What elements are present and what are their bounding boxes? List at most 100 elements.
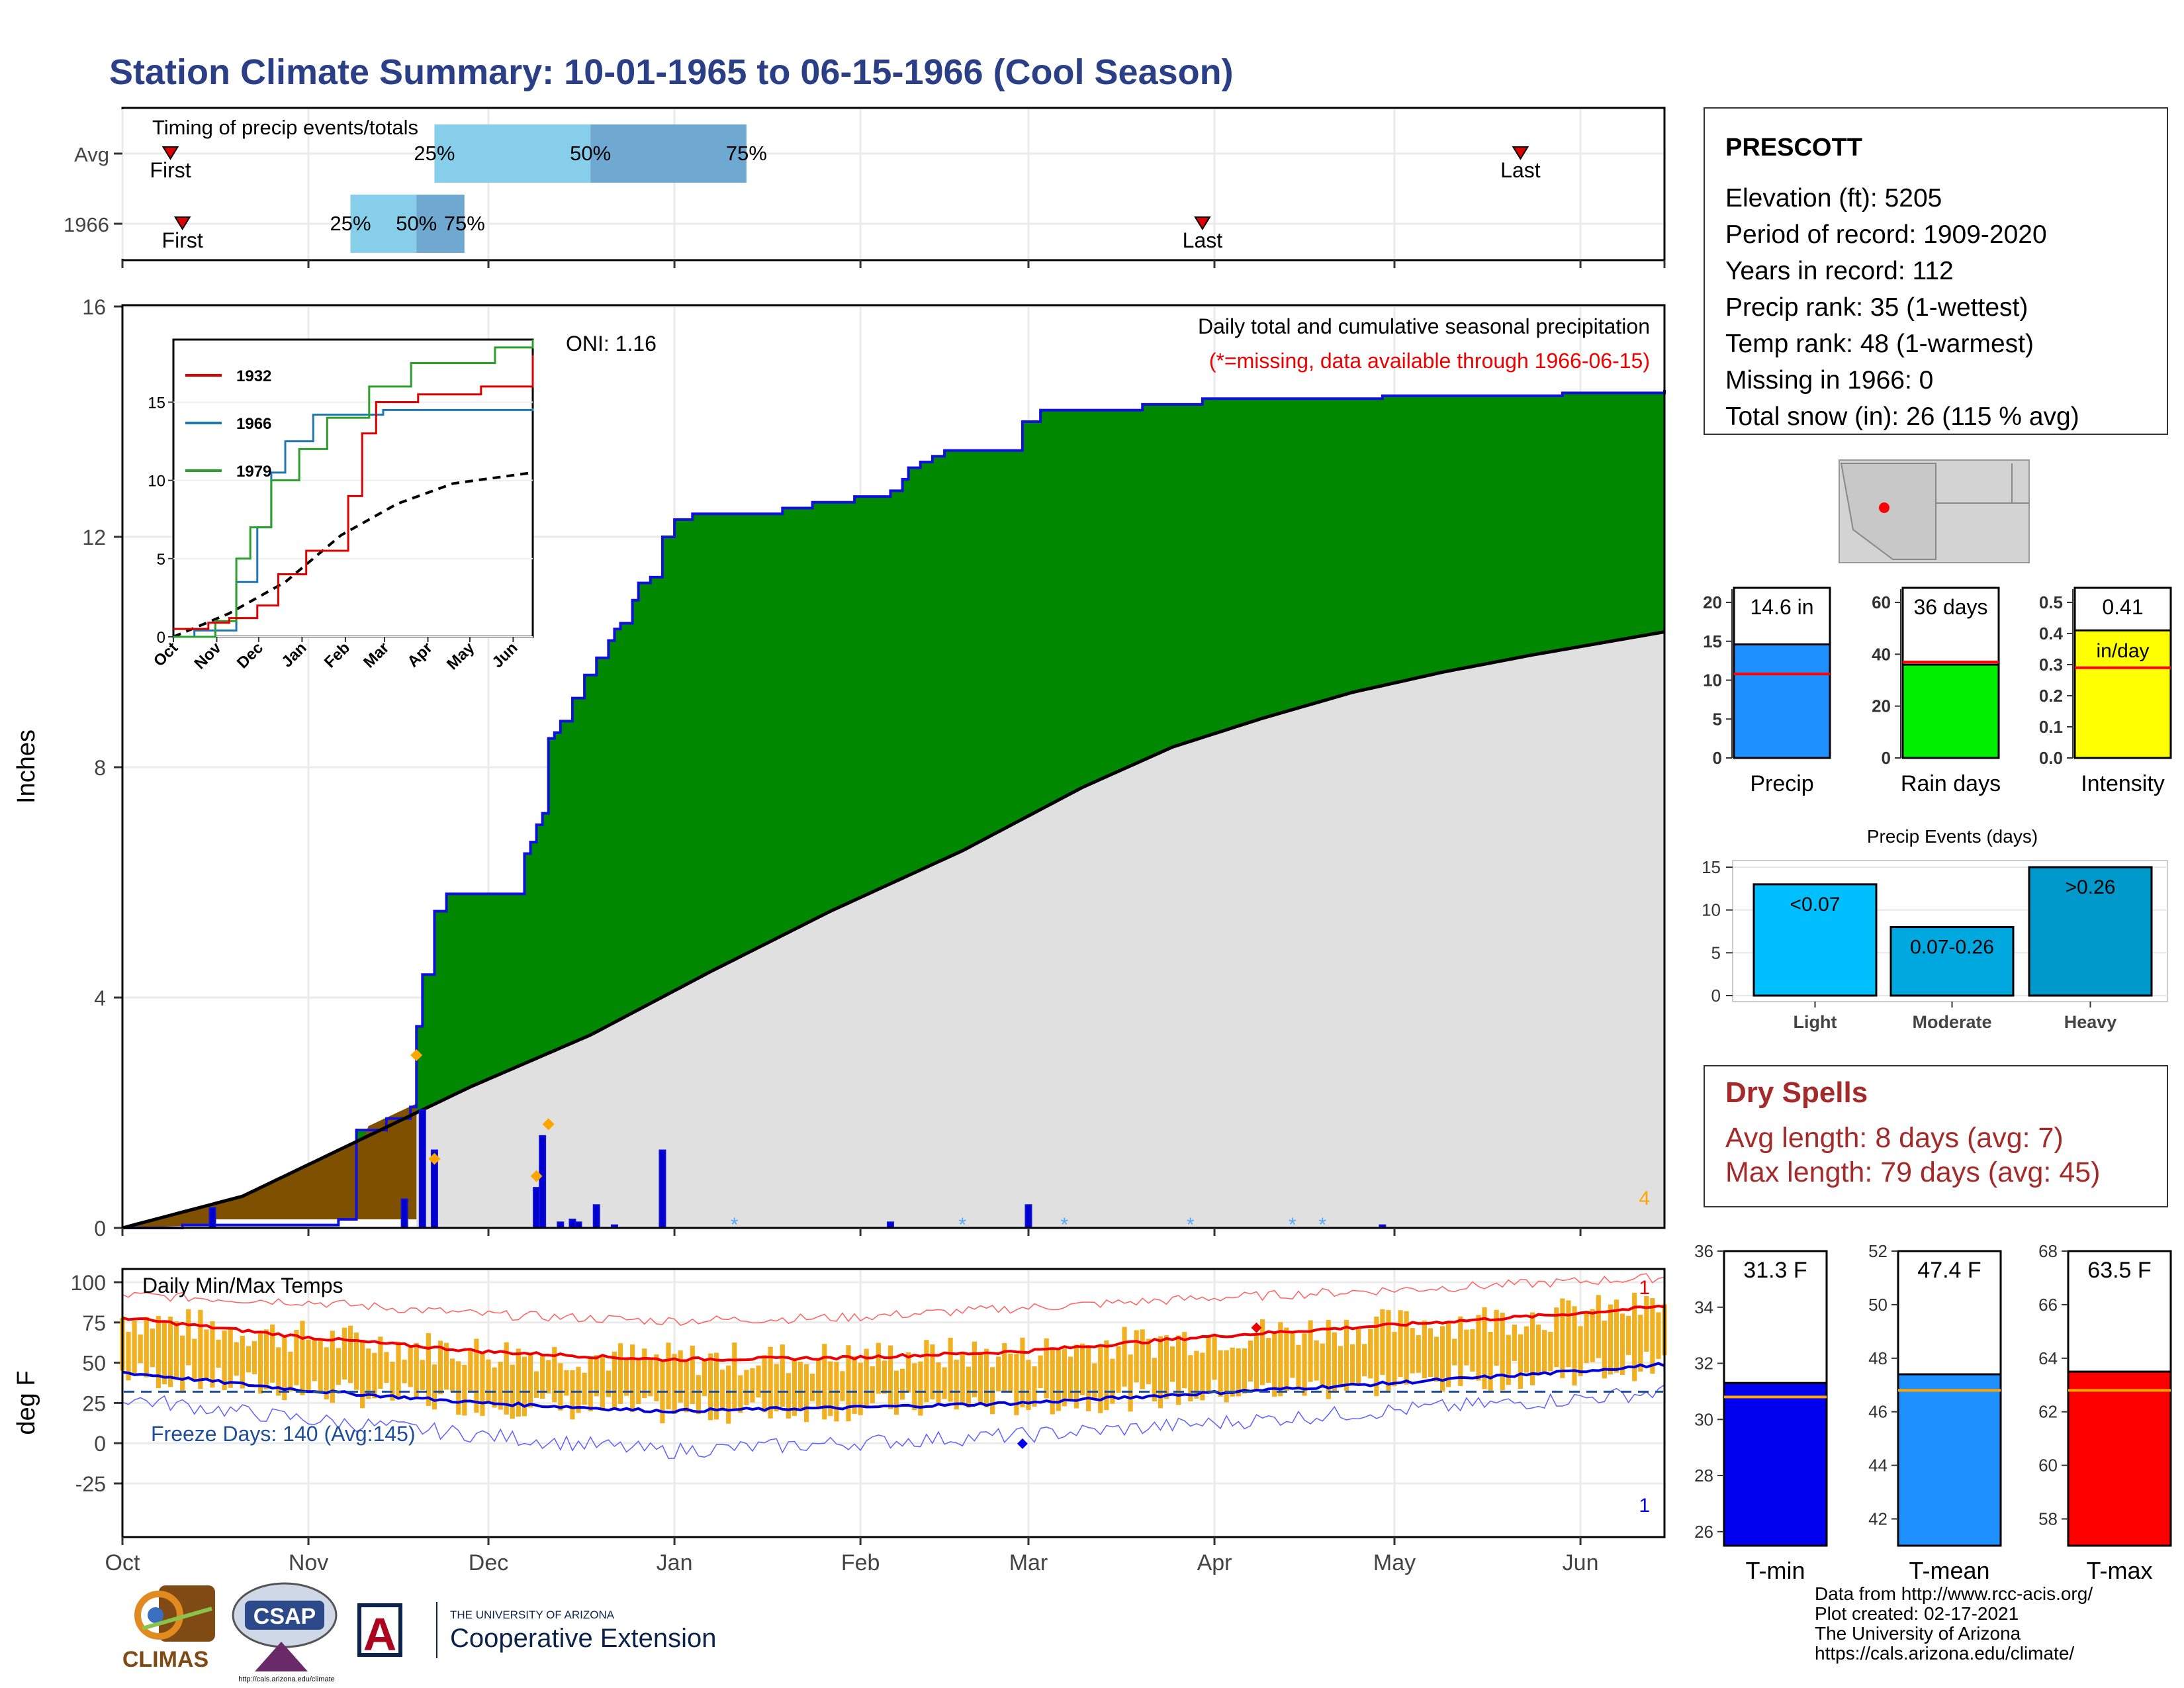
temp-daily-bar [636, 1358, 641, 1405]
temp-daily-bar [756, 1365, 761, 1398]
temp-daily-bar [948, 1337, 953, 1402]
temp-daily-bar [1182, 1332, 1187, 1389]
temp-daily-bar [1248, 1340, 1253, 1382]
timing-marker [173, 216, 191, 230]
temp-daily-bar [876, 1342, 881, 1394]
temp-daily-bar [198, 1309, 203, 1389]
temp-daily-bar [738, 1375, 743, 1413]
precip-deficit-area [122, 1103, 417, 1228]
timing-title: Timing of precip events/totals [152, 116, 418, 139]
timing-row-label: 1966 [64, 213, 109, 236]
inset-legend-label: 1932 [236, 367, 271, 385]
temp-daily-bar [690, 1345, 695, 1405]
temp-y-tick-label: 100 [71, 1271, 106, 1295]
temp-daily-bar [588, 1358, 593, 1412]
mini-bar-charts: 0 5 10 15 20 14.6 in Precip 0 20 40 60 36 days Rain … [1703, 586, 2172, 796]
inset-series-1966 [173, 408, 534, 638]
temp-daily-bar [414, 1342, 419, 1399]
temp-daily-bar [1169, 1346, 1175, 1382]
station-name: PRESCOTT [1725, 134, 1862, 162]
temp-daily-bar [486, 1359, 491, 1404]
events-bar-label: Heavy [2064, 1012, 2117, 1032]
temp-daily-bar [251, 1340, 257, 1374]
temp-daily-bar [156, 1315, 161, 1389]
temp-bar-y-tick-label: 42 [1868, 1509, 1888, 1529]
climas-logo-text: CLIMAS [122, 1647, 208, 1672]
timing-row-label: Avg [74, 143, 109, 166]
temp-daily-bar [1392, 1332, 1397, 1387]
station-info-line: Precip rank: 35 (1-wettest) [1725, 293, 2028, 322]
timing-marker [161, 146, 179, 160]
mini-bar-label: Rain days [1901, 771, 2001, 796]
precip-events-chart: 0 5 10 15 Precip Events (days) <0.07 Light 0.07… [1702, 826, 2168, 1032]
month-axis-label: Oct [105, 1550, 140, 1575]
temp-daily-bar [1314, 1340, 1319, 1381]
temp-daily-bar [978, 1352, 983, 1403]
temp-daily-bar [126, 1332, 131, 1381]
temp-daily-bar [642, 1348, 647, 1399]
temp-daily-bar [1140, 1329, 1145, 1389]
temp-daily-bar [432, 1364, 437, 1410]
temp-daily-bar [1296, 1344, 1301, 1389]
csap-logo-text: CSAP [253, 1604, 316, 1629]
precip-daily-bar [659, 1149, 666, 1229]
temp-daily-bar [204, 1329, 209, 1380]
precip-snow-marker [410, 1049, 423, 1061]
temp-daily-bar [816, 1359, 821, 1407]
precip-missing-marker: * [1061, 1214, 1069, 1236]
climas-logo-dot [148, 1607, 163, 1623]
dry-title: Dry Spells [1725, 1076, 1868, 1109]
temp-daily-bar [1578, 1326, 1583, 1376]
precip-y-tick-label: 12 [82, 526, 106, 549]
temp-daily-bar [263, 1329, 269, 1389]
timing-pct-label: 50% [570, 142, 611, 165]
temp-freeze-days: Freeze Days: 140 (Avg:145) [151, 1422, 416, 1446]
temp-daily-bar [276, 1347, 281, 1396]
temp-daily-bar [774, 1364, 779, 1412]
temp-daily-bar [1278, 1322, 1283, 1397]
temp-bar-value: 31.3 F [1743, 1258, 1807, 1283]
temp-daily-bar [1506, 1335, 1511, 1385]
temp-daily-bar [1433, 1336, 1439, 1382]
temp-daily-bar [552, 1346, 557, 1403]
temp-daily-bar [341, 1327, 347, 1380]
mini-bar-value: 36 days [1913, 595, 1987, 619]
dry-avg: Avg length: 8 days (avg: 7) [1725, 1122, 2064, 1154]
mini-bar-y-tick-label: 40 [1872, 644, 1891, 664]
temp-daily-bar [960, 1351, 965, 1403]
temp-daily-bar [1020, 1337, 1025, 1408]
climas-logo-arc [134, 1591, 183, 1640]
inset-y-tick-label: 5 [157, 551, 165, 569]
precip-cumulative-line [122, 390, 1666, 1229]
mini-bar-y-tick-label: 20 [1703, 592, 1722, 612]
climas-logo-stroke [142, 1607, 212, 1630]
station-box: PRESCOTT Elevation (ft): 5205 Period of re… [1704, 107, 2168, 435]
station-info-line: Missing in 1966: 0 [1725, 366, 1933, 395]
temp-daily-bar [1230, 1347, 1235, 1397]
temp-daily-bar [1158, 1336, 1163, 1409]
temp-daily-bar [678, 1350, 683, 1403]
mini-bar-y-tick-label: 0.1 [2039, 717, 2063, 737]
temp-bar-y-tick-label: 32 [1694, 1354, 1713, 1374]
temp-daily-bar [1572, 1306, 1577, 1386]
temp-daily-bar [228, 1327, 233, 1388]
mini-bar-y-tick-label: 20 [1872, 696, 1891, 716]
temp-daily-bar [1476, 1315, 1481, 1381]
events-bar-bin: <0.07 [1790, 894, 1841, 915]
temp-daily-bar [1146, 1338, 1151, 1385]
temp-daily-bar [684, 1359, 689, 1413]
temp-daily-bar [372, 1352, 377, 1399]
timing-pct-label: 25% [330, 212, 371, 235]
mini-bar-y-tick-label: 0.2 [2039, 686, 2063, 706]
temp-daily-bar [527, 1354, 533, 1408]
temp-daily-bar [882, 1360, 887, 1394]
temp-daily-bar [1512, 1325, 1517, 1361]
temp-daily-bar [594, 1355, 599, 1397]
temp-y-label: deg F [13, 1370, 40, 1434]
timing-marker [1512, 146, 1529, 160]
temp-daily-bar [1253, 1335, 1259, 1390]
temp-bar-y-tick-label: 30 [1694, 1409, 1713, 1429]
temp-daily-bar [1374, 1317, 1379, 1396]
temp-daily-bar [918, 1361, 923, 1416]
